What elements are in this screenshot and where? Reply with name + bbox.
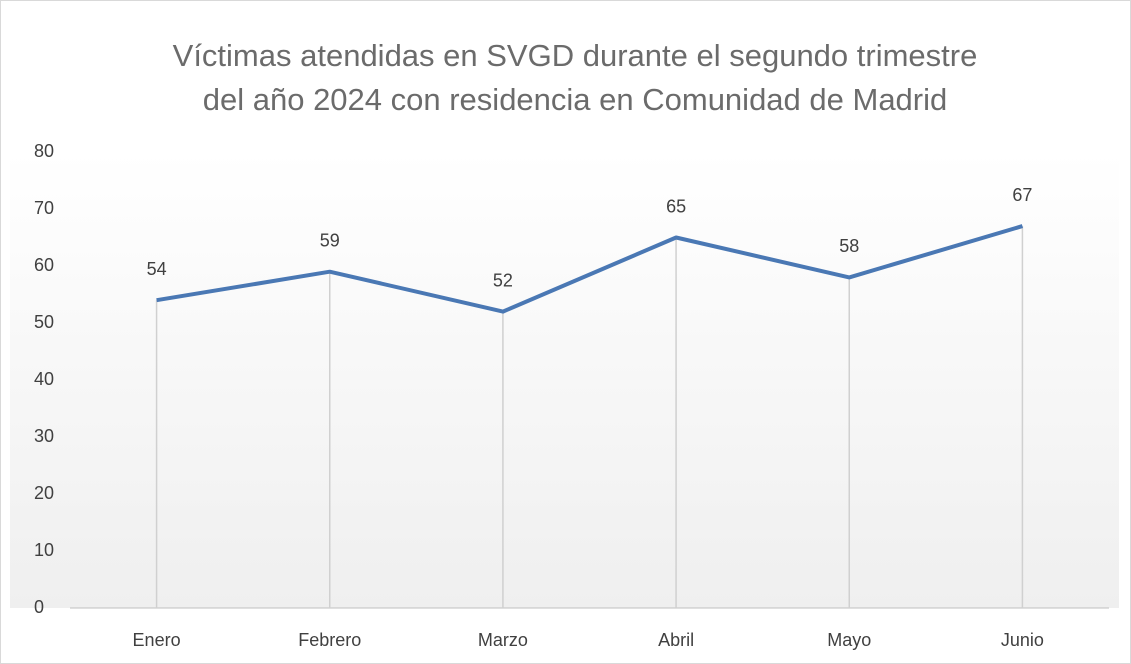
x-tick-label: Mayo [827,630,871,650]
y-tick-label: 80 [34,141,54,161]
y-tick-label: 60 [34,255,54,275]
x-tick-label: Marzo [478,630,528,650]
y-tick-label: 70 [34,198,54,218]
y-tick-label: 10 [34,540,54,560]
x-tick-label: Febrero [298,630,361,650]
data-label: 59 [320,230,340,250]
y-tick-label: 50 [34,312,54,332]
data-label: 67 [1012,185,1032,205]
data-label: 65 [666,196,686,216]
y-tick-label: 0 [34,597,44,617]
chart-title: Víctimas atendidas en SVGD durante el se… [173,38,978,73]
y-tick-label: 20 [34,483,54,503]
y-tick-label: 30 [34,426,54,446]
x-tick-label: Enero [133,630,181,650]
data-line [156,224,1023,314]
x-tick-label: Junio [1001,630,1044,650]
data-label: 54 [147,259,167,279]
data-label: 58 [839,236,859,256]
chart-title: del año 2024 con residencia en Comunidad… [203,82,948,117]
y-tick-label: 40 [34,369,54,389]
x-tick-label: Abril [658,630,694,650]
plot-background [10,152,1119,608]
data-label: 52 [493,270,513,290]
